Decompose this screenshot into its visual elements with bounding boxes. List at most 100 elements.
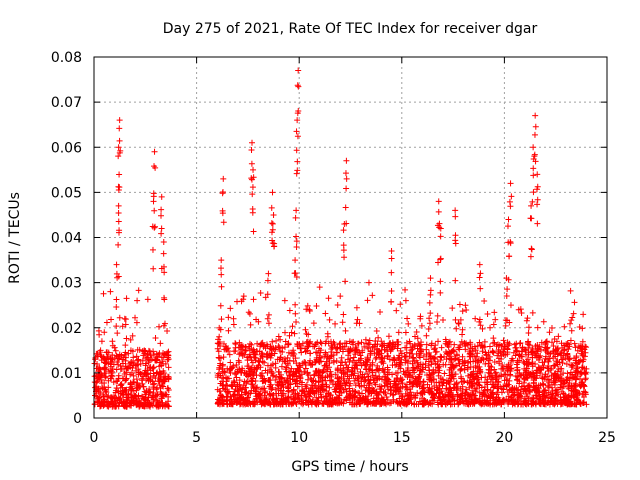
data-point [386,369,393,376]
data-point [394,345,401,352]
data-point [273,395,280,402]
data-point [423,372,430,379]
data-point [133,353,140,360]
data-point [409,367,416,374]
data-point [484,386,491,393]
data-point [426,315,433,322]
data-point [571,382,578,389]
data-point [249,209,256,216]
data-point [146,376,153,383]
data-point [278,371,285,378]
data-point [545,384,552,391]
data-point [156,363,163,370]
data-point [258,386,265,393]
data-point [418,339,425,346]
data-point [358,339,365,346]
data-point [145,347,152,354]
data-point [547,366,554,373]
data-point [559,356,566,363]
data-point [464,379,471,386]
data-point [504,286,511,293]
data-point [428,342,435,349]
data-point [414,365,421,372]
data-point [95,365,102,372]
data-point [436,389,443,396]
data-point [576,390,583,397]
data-point [244,354,251,361]
data-point [503,363,510,370]
data-point [227,359,234,366]
data-point [326,316,333,323]
data-point [313,394,320,401]
data-point [128,394,135,401]
data-point [151,224,158,231]
data-point [217,326,224,333]
data-point [407,386,414,393]
data-point [292,301,299,308]
data-point [108,358,115,365]
data-point [389,371,396,378]
data-point [128,359,135,366]
data-point [553,358,560,365]
data-point [102,374,109,381]
data-point [152,164,159,171]
data-point [474,359,481,366]
data-point [353,320,360,327]
data-point [279,345,286,352]
data-point [566,356,573,363]
data-point [277,354,284,361]
data-point [360,359,367,366]
data-point [347,380,354,387]
data-point [227,305,234,312]
data-point [216,339,223,346]
data-point [435,259,442,266]
data-point [492,370,499,377]
data-point [435,364,442,371]
data-point [340,370,347,377]
data-point [118,352,125,359]
data-point [477,285,484,292]
data-point [515,394,522,401]
data-point [459,326,466,333]
data-point [336,388,343,395]
data-point [121,351,128,358]
data-point [340,311,347,318]
data-point [516,369,523,376]
data-point [272,377,279,384]
data-point [116,314,123,321]
data-point [522,347,529,354]
data-point [115,144,122,151]
data-point [547,351,554,358]
x-tick-label: 15 [393,430,411,446]
data-point [500,346,507,353]
data-point [418,349,425,356]
data-point [337,362,344,369]
data-point [567,320,574,327]
data-point [518,309,525,316]
data-point [158,230,165,237]
data-point [161,294,168,301]
data-point [306,306,313,313]
data-point [354,340,361,347]
x-tick-label: 25 [598,430,616,446]
data-point [220,175,227,182]
data-point [506,340,513,347]
data-point [350,354,357,361]
data-point [551,371,558,378]
x-tick-label: 20 [495,430,513,446]
data-point [218,316,225,323]
data-point [394,400,401,407]
data-point [219,382,226,389]
data-point [124,396,131,403]
data-point [466,351,473,358]
data-point [332,389,339,396]
data-point [327,368,334,375]
data-point [427,275,434,282]
data-point [151,148,158,155]
data-point [215,354,222,361]
data-point [97,390,104,397]
data-point [160,263,167,270]
data-point [496,360,503,367]
data-point [250,166,257,173]
data-point [101,370,108,377]
